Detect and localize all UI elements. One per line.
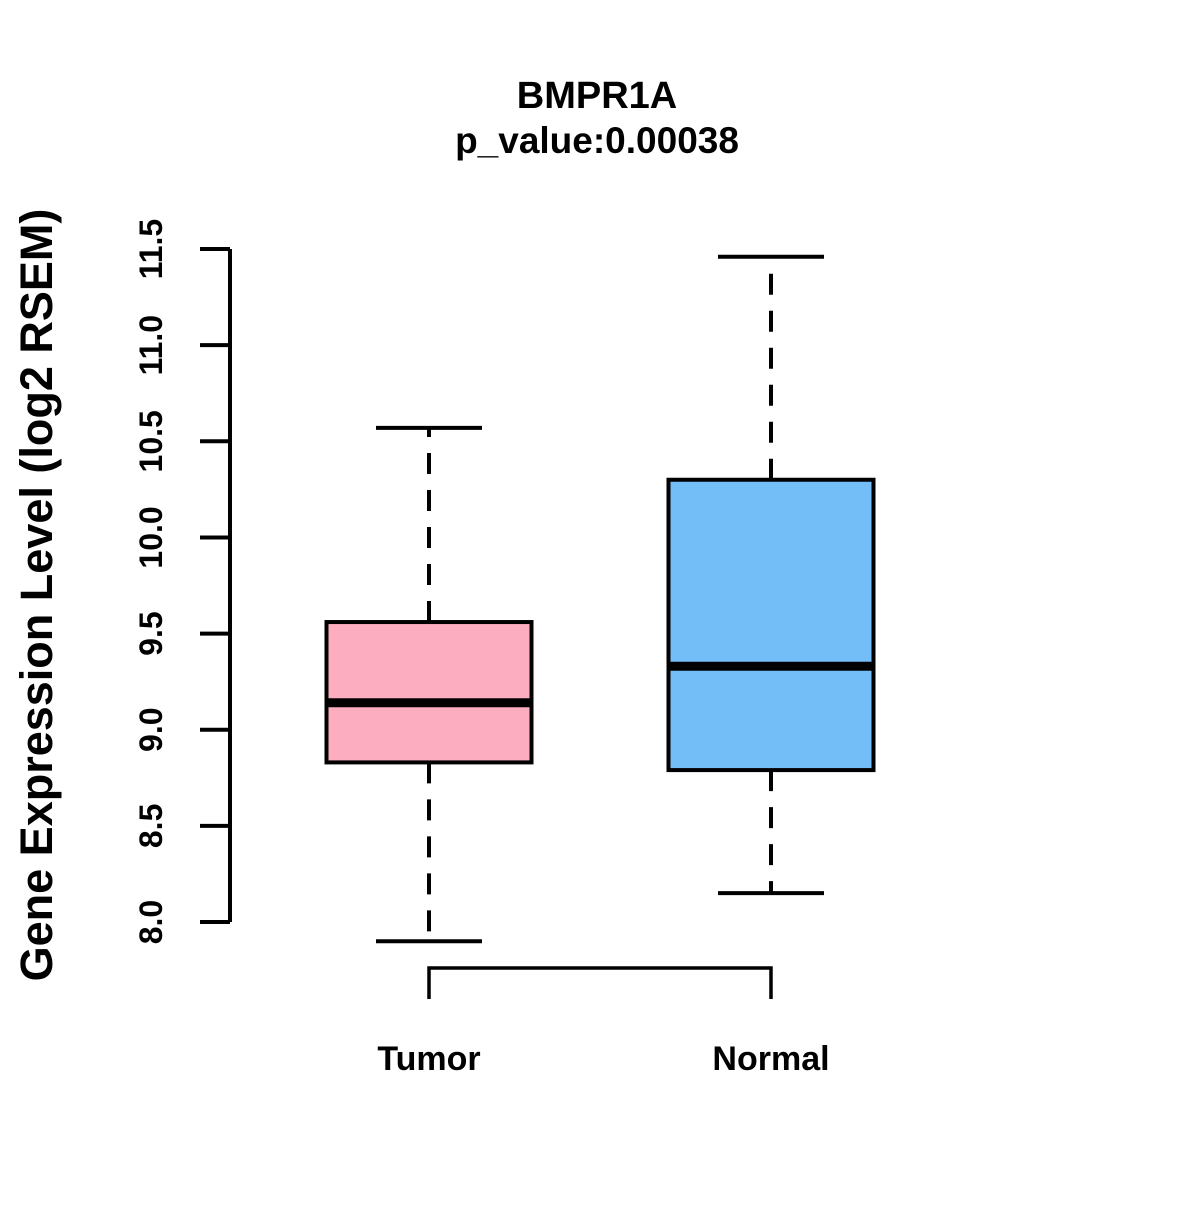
y-axis-tick-label: 8.5 xyxy=(133,804,169,848)
comparison-bracket xyxy=(427,966,773,999)
y-axis: 8.0 8.5 9.0 9.5 10.0 10.5 11.0 11.5 xyxy=(133,219,232,944)
x-axis-label-tumor: Tumor xyxy=(377,1040,480,1078)
x-axis-labels: Tumor Normal xyxy=(377,1040,829,1078)
y-axis-tick-label: 10.0 xyxy=(133,506,169,568)
normal-box xyxy=(666,477,876,773)
x-axis-label-normal: Normal xyxy=(712,1040,829,1078)
tumor-box xyxy=(324,620,534,765)
chart-title: BMPR1A xyxy=(517,75,677,117)
y-axis-tick-label: 9.0 xyxy=(133,707,169,751)
comparison-bracket-line xyxy=(427,966,773,999)
y-axis-tick-label: 11.0 xyxy=(133,315,169,376)
y-axis-label: Gene Expression Level (log2 RSEM) xyxy=(11,209,62,982)
chart-subtitle: p_value:0.00038 xyxy=(455,120,739,161)
y-axis-tick-label: 11.5 xyxy=(133,219,169,280)
box-group xyxy=(324,254,876,944)
y-axis-tick-label: 9.5 xyxy=(133,611,169,655)
y-axis-tick-label: 8.0 xyxy=(133,900,169,944)
y-axis-tick-label: 10.5 xyxy=(133,410,169,472)
